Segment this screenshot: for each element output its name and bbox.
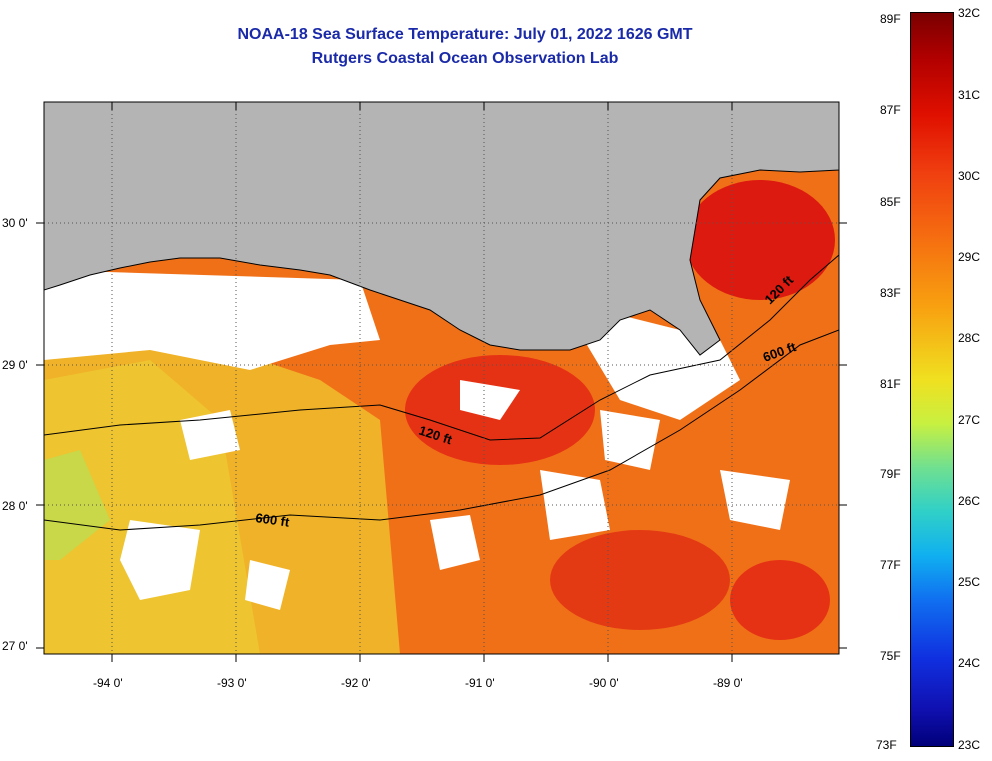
land-mass xyxy=(44,102,839,356)
map-subtitle: Rutgers Coastal Ocean Observation Lab xyxy=(311,50,619,67)
map-frame xyxy=(43,101,840,655)
cb-c-27: 27C xyxy=(958,413,981,427)
cloud-cover-coastal xyxy=(44,270,380,370)
lon-label-91: -91 0' xyxy=(465,676,495,690)
graticule xyxy=(44,102,839,654)
cb-c-25: 25C xyxy=(958,575,981,589)
cloud-patch-7 xyxy=(430,515,480,570)
lat-label-30: 30 0' xyxy=(2,216,28,230)
lat-label-27: 27 0' xyxy=(2,639,28,653)
lon-label-93: -93 0' xyxy=(217,676,247,690)
colorbar xyxy=(910,12,954,747)
cb-f-85: 85F xyxy=(880,195,901,209)
contour-label-600ft-a: 600 ft xyxy=(255,510,291,530)
contour-120ft xyxy=(44,254,839,441)
cb-c-29: 29C xyxy=(958,250,981,264)
cb-f-87: 87F xyxy=(880,103,901,117)
hot-water-patch-3 xyxy=(550,530,730,630)
axis-ticks xyxy=(36,102,847,662)
lat-label-29: 29 0' xyxy=(2,358,28,372)
cloud-patch-1 xyxy=(460,380,520,420)
cb-f-81: 81F xyxy=(880,377,901,391)
cb-c-31: 31C xyxy=(958,88,981,102)
lon-label-89: -89 0' xyxy=(713,676,743,690)
cloud-patch-5 xyxy=(245,560,290,610)
cloud-patch-4 xyxy=(600,410,660,470)
cb-f-75: 75F xyxy=(880,649,901,663)
cloud-patch-3 xyxy=(120,520,200,600)
cb-f-89: 89F xyxy=(880,12,901,26)
hot-water-patch-2 xyxy=(685,180,835,300)
lon-label-94: -94 0' xyxy=(93,676,123,690)
cb-c-23: 23C xyxy=(958,738,981,752)
cb-c-28: 28C xyxy=(958,331,981,345)
cloud-patch-2 xyxy=(540,470,610,540)
cloud-patch-8 xyxy=(180,410,240,460)
cb-f-73: 73F xyxy=(876,738,897,752)
lon-label-90: -90 0' xyxy=(589,676,619,690)
cb-f-79: 79F xyxy=(880,467,901,481)
cb-c-26: 26C xyxy=(958,494,981,508)
cb-f-83: 83F xyxy=(880,286,901,300)
cloud-patch-6 xyxy=(720,470,790,530)
cb-f-77: 77F xyxy=(880,558,901,572)
cb-c-30: 30C xyxy=(958,169,981,183)
lon-label-92: -92 0' xyxy=(341,676,371,690)
hot-water-patch-4 xyxy=(730,560,830,640)
map-title: NOAA-18 Sea Surface Temperature: July 01… xyxy=(237,26,693,43)
cb-c-32: 32C xyxy=(958,6,981,20)
contour-600ft xyxy=(44,329,839,531)
cb-c-24: 24C xyxy=(958,656,981,670)
lat-label-28: 28 0' xyxy=(2,499,28,513)
